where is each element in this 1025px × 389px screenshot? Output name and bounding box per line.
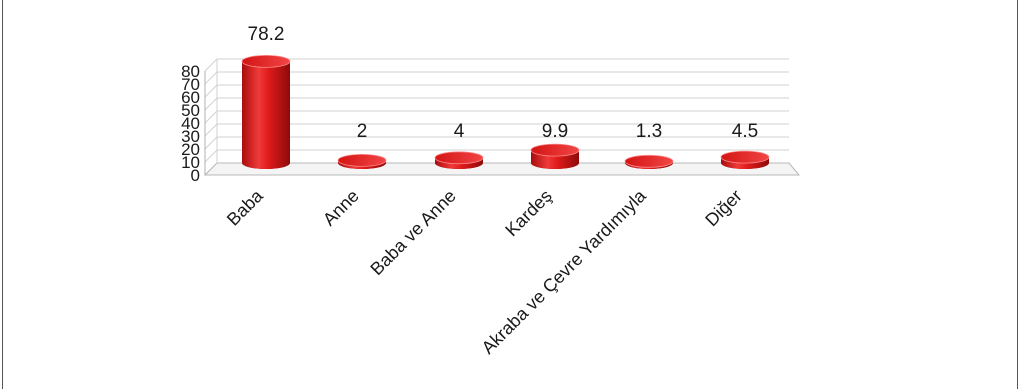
data-label: 4.5 bbox=[732, 121, 758, 142]
grid-layer bbox=[203, 58, 801, 176]
gridline-side bbox=[204, 110, 218, 124]
bar bbox=[337, 153, 387, 169]
y-tick-label: 60 bbox=[181, 88, 200, 107]
data-label: 1.3 bbox=[636, 121, 662, 142]
gridline-side bbox=[204, 136, 218, 150]
x-tick-label: Anne bbox=[319, 186, 363, 230]
bar bbox=[434, 151, 484, 169]
x-tick-label: Baba ve Anne bbox=[366, 186, 459, 279]
gridline-side bbox=[204, 97, 218, 111]
y-tick-label: 40 bbox=[181, 114, 200, 133]
data-label: 4 bbox=[454, 121, 465, 142]
labels-layer: 78.2 Baba 2 Anne 4 Baba ve Anne 9.9 Kardeş 1.3 Ak… bbox=[223, 24, 758, 358]
y-tick-label: 50 bbox=[181, 101, 200, 120]
gridline-side bbox=[204, 58, 218, 72]
gridline-side bbox=[204, 149, 218, 163]
chart-floor bbox=[203, 162, 801, 176]
y-tick-label: 30 bbox=[181, 127, 200, 146]
y-tick-label: 0 bbox=[191, 166, 200, 185]
data-label: 9.9 bbox=[542, 121, 568, 142]
data-label: 78.2 bbox=[248, 24, 285, 45]
x-tick-label: Diğer bbox=[701, 186, 746, 231]
gridline-side bbox=[204, 71, 218, 85]
gridline-side bbox=[204, 123, 218, 137]
bar bbox=[530, 143, 580, 169]
y-tick-label: 70 bbox=[181, 75, 200, 94]
y-tick-label: 10 bbox=[181, 153, 200, 172]
y-tick-label: 80 bbox=[181, 62, 200, 81]
y-tick-label: 20 bbox=[181, 140, 200, 159]
data-label: 2 bbox=[357, 121, 368, 142]
x-tick-label: Akraba ve Çevre Yardımıyla bbox=[478, 185, 651, 358]
x-tick-label: Kardeş bbox=[501, 186, 555, 240]
x-tick-label: Baba bbox=[223, 185, 268, 230]
gridline-side bbox=[204, 84, 218, 98]
bar bbox=[720, 150, 770, 169]
bar bbox=[241, 54, 291, 170]
bars-layer bbox=[241, 54, 770, 170]
bar bbox=[624, 154, 674, 169]
